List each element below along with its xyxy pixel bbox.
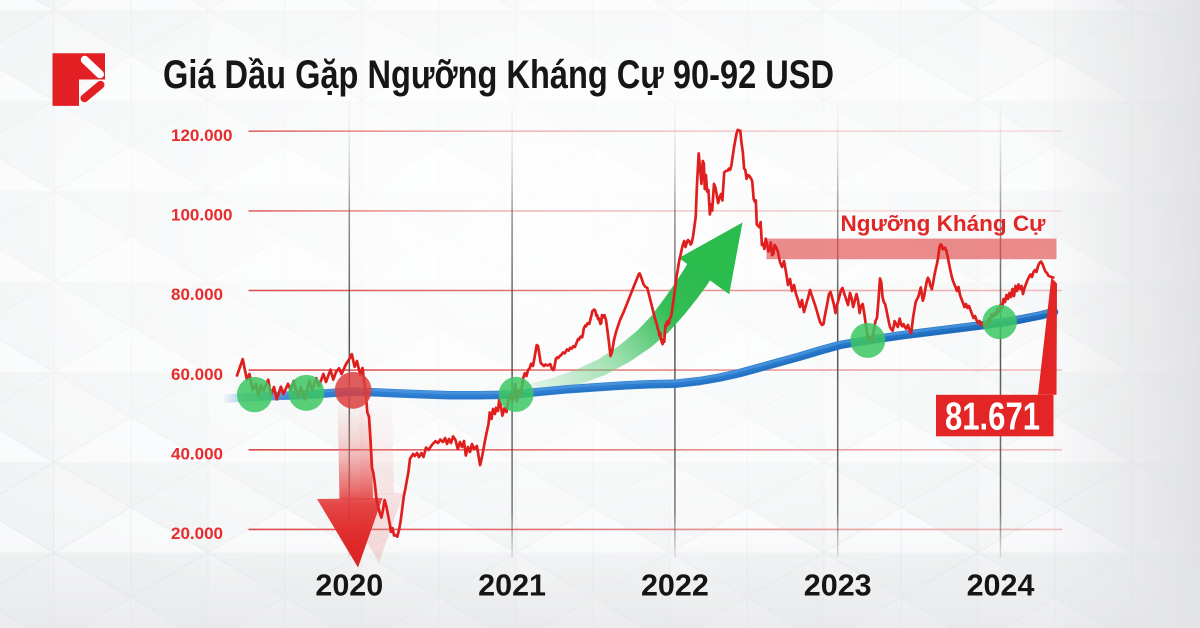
svg-text:100.000: 100.000 [171, 206, 232, 225]
svg-text:120.000: 120.000 [171, 126, 232, 145]
svg-text:60.000: 60.000 [171, 365, 223, 384]
svg-text:81.671: 81.671 [945, 396, 1040, 439]
svg-text:Giá Dầu Gặp Ngưỡng Kháng Cự 90: Giá Dầu Gặp Ngưỡng Kháng Cự 90-92 USD [163, 53, 834, 97]
svg-text:20.000: 20.000 [171, 524, 223, 543]
svg-text:80.000: 80.000 [171, 285, 223, 304]
svg-text:2024: 2024 [967, 569, 1035, 603]
svg-text:40.000: 40.000 [171, 445, 223, 464]
svg-text:2020: 2020 [315, 569, 383, 603]
svg-text:2021: 2021 [478, 569, 546, 603]
svg-text:2023: 2023 [804, 569, 872, 603]
svg-text:2022: 2022 [641, 569, 709, 603]
svg-text:Ngưỡng Kháng Cự: Ngưỡng Kháng Cự [841, 211, 1047, 236]
